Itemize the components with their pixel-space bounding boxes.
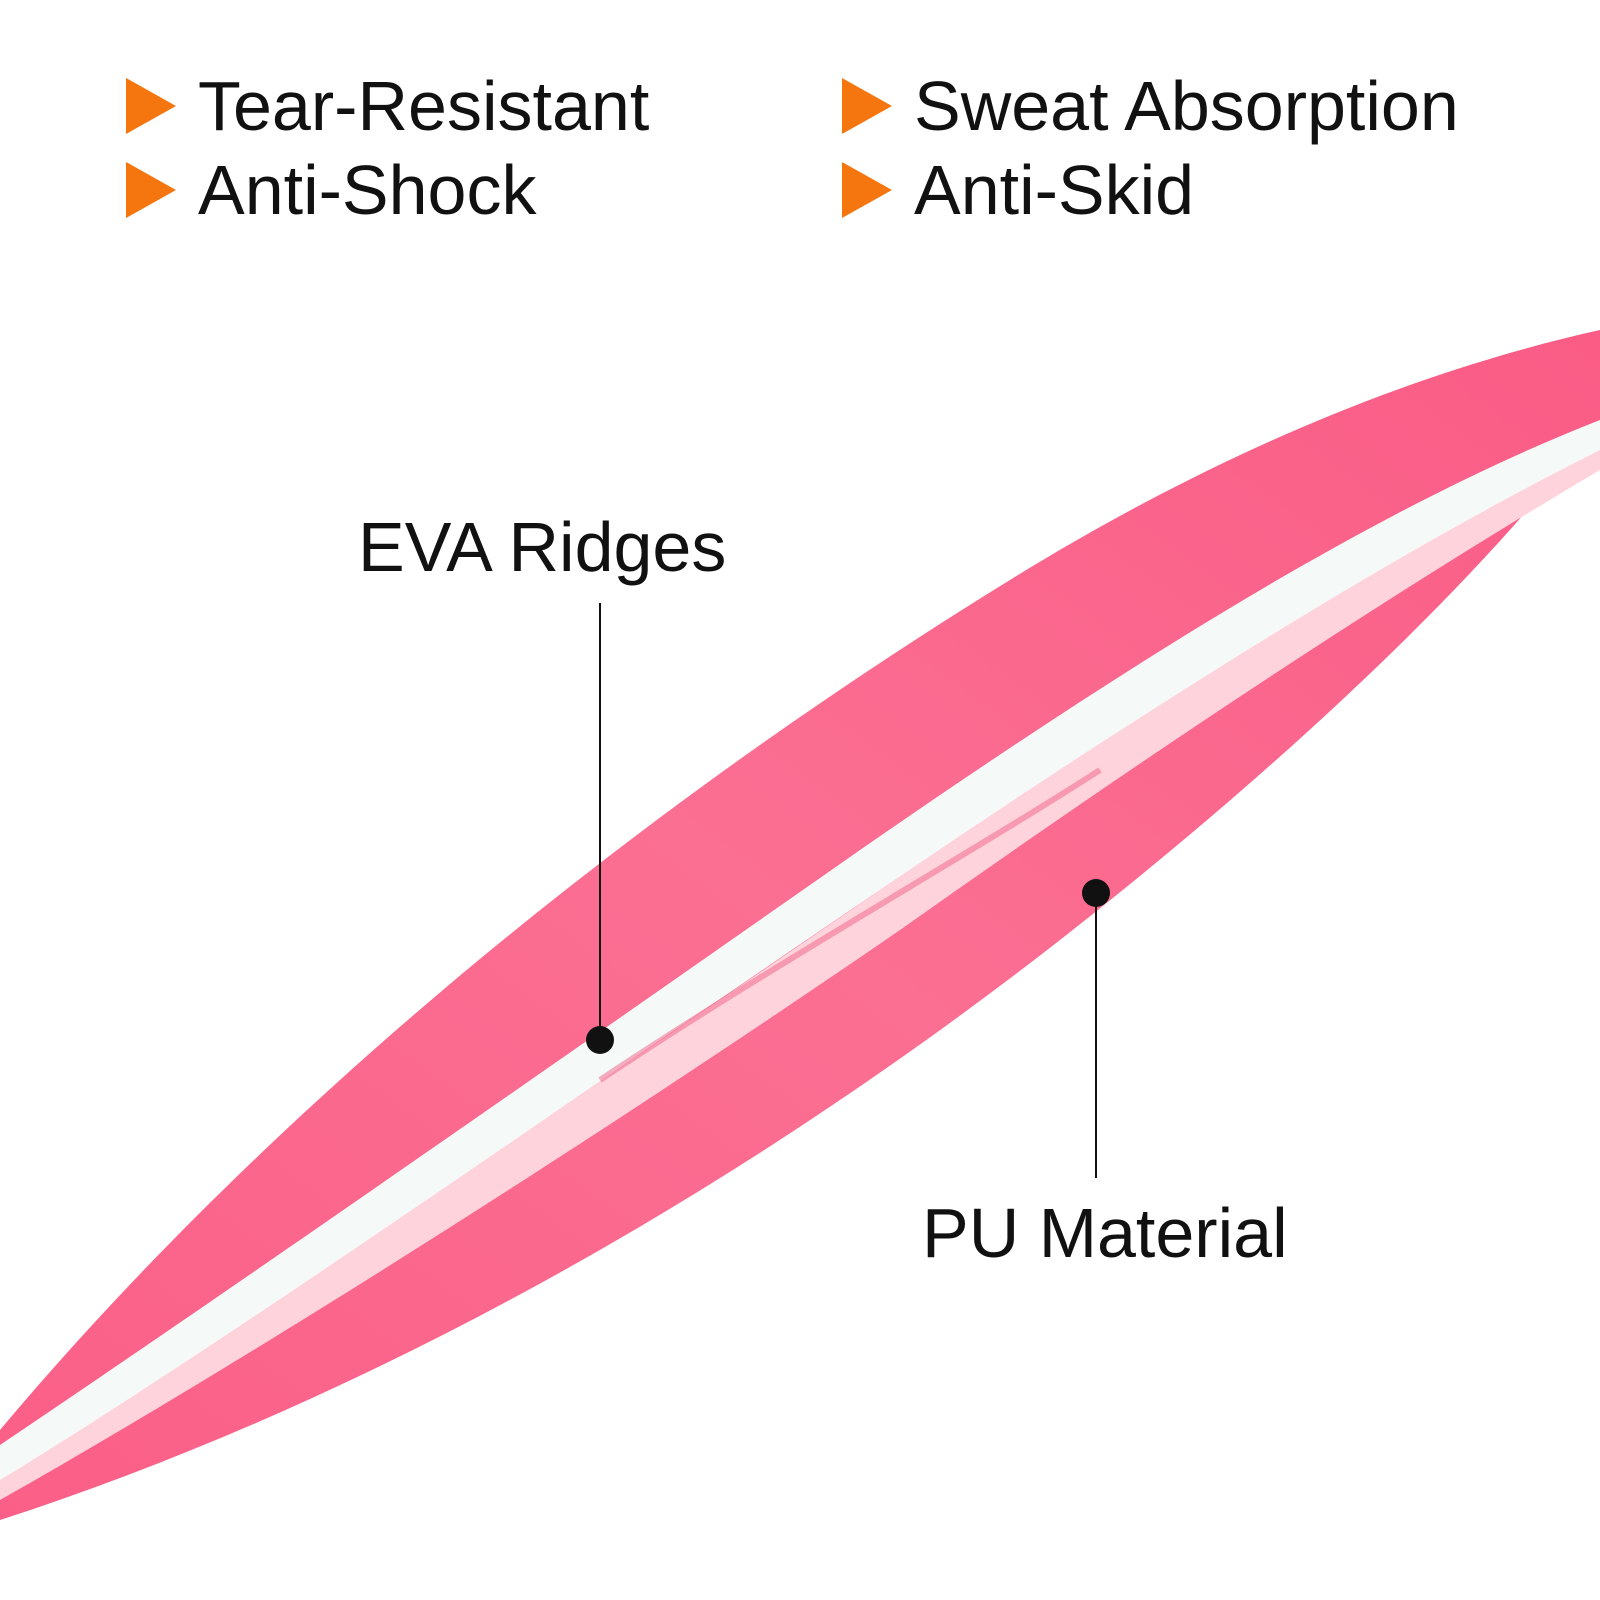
feature-tear-resistant: Tear-Resistant <box>126 66 649 146</box>
orange-triangle-icon <box>126 78 176 134</box>
feature-sweat-absorption: Sweat Absorption <box>842 66 1459 146</box>
feature-label: Anti-Shock <box>198 151 537 229</box>
feature-anti-skid: Anti-Skid <box>842 150 1194 230</box>
orange-triangle-icon <box>126 162 176 218</box>
pu-callout-dot <box>1082 879 1110 907</box>
fold-shadow <box>598 767 1102 1083</box>
feature-label: Tear-Resistant <box>198 67 650 145</box>
orange-triangle-icon <box>842 78 892 134</box>
feature-label: Anti-Skid <box>914 151 1195 229</box>
feature-anti-shock: Anti-Shock <box>126 150 536 230</box>
eva-ridges-label: EVA Ridges <box>358 508 727 586</box>
eva-callout-dot <box>586 1026 614 1054</box>
eva-ridge-white <box>0 420 1600 1480</box>
feature-label: Sweat Absorption <box>914 67 1459 145</box>
eva-ridge-pink-edge <box>0 440 1600 1500</box>
pu-material-label: PU Material <box>922 1194 1288 1272</box>
orange-triangle-icon <box>842 162 892 218</box>
